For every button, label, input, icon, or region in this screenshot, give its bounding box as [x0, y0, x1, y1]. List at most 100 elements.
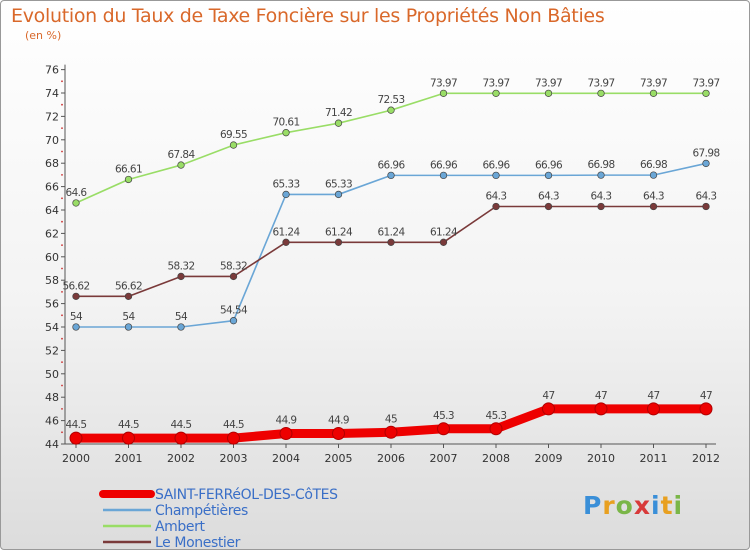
data-label: 66.96 [430, 159, 458, 171]
data-point [72, 323, 80, 331]
y-minor-tick [61, 291, 63, 293]
data-label: 66.98 [640, 159, 667, 171]
data-label: 64.6 [66, 187, 88, 199]
data-label: 61.24 [325, 226, 353, 238]
x-tick-label: 2004 [272, 452, 300, 465]
y-tick-label: 44 [45, 438, 59, 451]
data-label: 44.5 [171, 419, 192, 431]
data-label: 61.24 [430, 226, 458, 238]
data-label: 45.3 [433, 410, 454, 422]
data-point [647, 402, 660, 416]
data-point [387, 171, 395, 180]
data-point [544, 89, 553, 98]
y-tick-label: 50 [45, 368, 59, 381]
data-label: 45.3 [486, 410, 507, 422]
data-point [649, 202, 658, 211]
x-tick-label: 2005 [325, 452, 353, 465]
data-label: 47 [595, 390, 607, 402]
data-label: 44.5 [66, 419, 87, 431]
y-minor-tick [61, 197, 63, 200]
data-point [229, 141, 238, 149]
y-tick-label: 68 [45, 157, 59, 170]
data-label: 54 [70, 311, 83, 323]
data-label: 58.32 [220, 260, 247, 272]
data-label: 61.24 [272, 226, 300, 238]
data-point [439, 89, 448, 98]
x-tick-label: 2008 [482, 452, 510, 465]
y-minor-tick [61, 337, 63, 340]
data-label: 47 [542, 390, 554, 402]
data-label: 44.5 [118, 419, 139, 431]
data-label: 73.97 [640, 77, 667, 89]
data-label: 54 [122, 311, 135, 323]
data-label: 64.3 [591, 190, 612, 202]
data-point [174, 431, 188, 445]
y-minor-tick [61, 314, 63, 317]
data-label: 64.3 [538, 190, 559, 202]
data-label: 69.55 [220, 129, 247, 141]
data-label: 66.96 [535, 159, 563, 171]
y-tick-label: 70 [45, 134, 59, 147]
y-minor-tick [61, 127, 63, 129]
proxiti-logo: Proxiti [583, 491, 684, 520]
data-label: 45 [385, 413, 397, 425]
y-minor-tick [61, 174, 63, 176]
y-minor-tick [61, 220, 63, 223]
data-label: 54.54 [220, 305, 248, 317]
data-label: 66.96 [377, 159, 405, 171]
x-tick-label: 2006 [377, 452, 405, 465]
data-point [229, 317, 238, 325]
data-label: 56.62 [62, 280, 89, 292]
y-tick-label: 64 [45, 204, 59, 217]
data-point [334, 190, 343, 199]
data-label: 66.98 [587, 159, 614, 171]
data-point [699, 402, 713, 416]
legend-label: SAINT-FERRéOL-DES-CôTES [155, 487, 338, 503]
x-tick-label: 2010 [587, 452, 615, 465]
y-tick-label: 74 [45, 87, 59, 100]
data-label: 54 [175, 311, 188, 323]
data-label: 65.33 [272, 178, 299, 190]
data-point [124, 323, 133, 331]
y-tick-label: 60 [45, 251, 59, 264]
x-tick-label: 2011 [640, 452, 668, 465]
data-label: 64.3 [696, 190, 717, 202]
data-point [387, 106, 395, 114]
data-point [334, 119, 343, 127]
data-point [227, 431, 240, 445]
data-label: 64.3 [643, 190, 664, 202]
x-tick-label: 2000 [62, 452, 90, 465]
data-label: 73.97 [482, 77, 509, 89]
data-label: 44.9 [328, 414, 349, 426]
y-minor-tick [61, 80, 63, 83]
data-label: 66.61 [115, 163, 142, 175]
data-label: 47 [700, 390, 712, 402]
data-point [649, 89, 658, 98]
y-tick-label: 76 [45, 64, 59, 77]
y-minor-tick [61, 150, 63, 153]
data-label: 47 [647, 390, 659, 402]
data-label: 56.62 [115, 280, 142, 292]
data-point [492, 202, 500, 211]
data-point [594, 402, 608, 416]
data-label: 73.97 [535, 77, 562, 89]
data-point [542, 402, 555, 416]
y-minor-tick [61, 267, 63, 270]
data-label: 65.33 [325, 178, 352, 190]
y-tick-label: 48 [45, 391, 59, 404]
data-point [649, 171, 658, 179]
data-label: 44.9 [276, 414, 297, 426]
data-point [69, 431, 83, 445]
data-label: 64.3 [486, 190, 507, 202]
data-point [72, 199, 80, 207]
y-minor-tick [61, 244, 63, 247]
data-point [334, 238, 343, 246]
y-tick-label: 66 [45, 181, 59, 194]
y-minor-tick [61, 361, 63, 363]
data-label: 61.24 [377, 226, 405, 238]
data-label: 73.97 [692, 77, 719, 89]
data-point [124, 175, 133, 184]
unit-label: (en %) [25, 29, 62, 42]
